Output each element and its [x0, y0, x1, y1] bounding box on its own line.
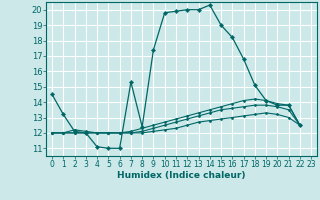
X-axis label: Humidex (Indice chaleur): Humidex (Indice chaleur) [117, 171, 246, 180]
